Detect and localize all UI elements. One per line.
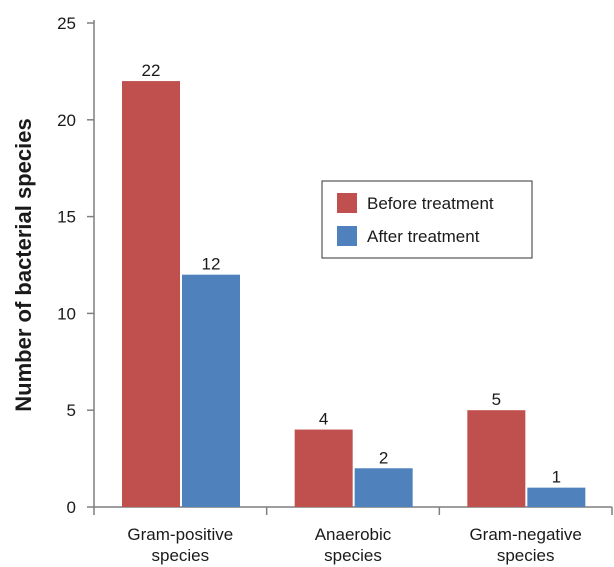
x-axis: Gram-positive species Anaerobic species Gram… [93,506,613,565]
bar-before-treatment [122,81,180,507]
x-category-label: Gram-negative species [469,525,581,565]
bar-value-label: 12 [202,255,221,274]
y-tick-label: 20 [57,111,76,130]
legend-label: After treatment [367,227,480,246]
legend-swatch [337,193,357,213]
y-axis-title: Number of bacterial species [11,118,36,411]
bar-before-treatment [294,429,353,507]
x-category-label: Gram-positive species [127,525,233,565]
bar-value-label: 4 [319,410,328,429]
legend-label: Before treatment [367,194,494,213]
legend-swatch [337,226,357,246]
bar-after-treatment [182,274,240,507]
bar-value-label: 2 [379,448,388,467]
bar-after-treatment [354,468,413,507]
y-tick-label: 15 [57,208,76,227]
bar-before-treatment [467,410,526,507]
legend: Before treatment After treatment [321,180,533,259]
y-tick-label: 0 [67,498,76,517]
legend-box [321,180,533,259]
bar-after-treatment [527,487,586,507]
data-labels: 22 4 5 12 2 1 [142,61,562,487]
bar-value-label: 5 [492,390,501,409]
bar-value-label: 1 [552,468,561,487]
y-axis: 0 5 10 15 20 25 [57,14,95,517]
y-tick-label: 25 [57,14,76,33]
y-tick-label: 5 [67,401,76,420]
bar-value-label: 22 [142,61,161,80]
x-category-label: Anaerobic species [315,525,392,565]
bars [122,81,586,507]
y-tick-label: 10 [57,304,76,323]
